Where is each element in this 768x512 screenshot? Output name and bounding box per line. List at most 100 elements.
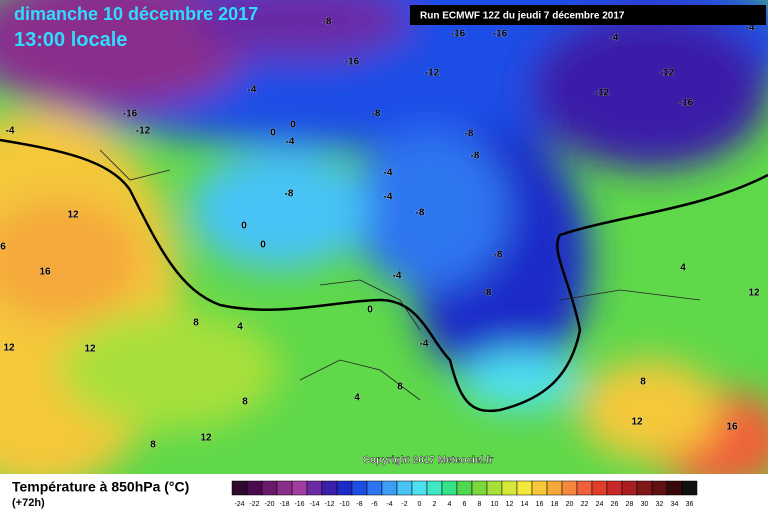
contour-label: 8 — [242, 397, 248, 408]
scale-label: 26 — [611, 501, 619, 508]
scale-swatch — [501, 480, 518, 496]
contour-label: 16 — [39, 267, 51, 278]
contour-label: -4 — [746, 23, 755, 34]
map-field: -8 -16 -16 -4 -4 -16 -12 -12 -12 -16 -4 -16 -12 -4 -8 0… — [0, 0, 768, 490]
contour-label: -8 — [416, 208, 425, 219]
contour-label: 0 — [367, 305, 373, 316]
contour-label: 4 — [354, 393, 360, 404]
scale-label: 22 — [581, 501, 589, 508]
scale-label: -8 — [356, 501, 362, 508]
contour-label: -8 — [471, 151, 480, 162]
contour-labels: -8 -16 -16 -4 -4 -16 -12 -12 -12 -16 -4 -16 -12 -4 -8 0… — [0, 16, 760, 451]
contour-label: 6 — [0, 242, 6, 253]
contour-label: 0 — [290, 120, 296, 131]
contour-label: 12 — [67, 210, 79, 221]
scale-swatch — [291, 480, 308, 496]
contour-label: -16 — [493, 29, 508, 40]
scale-swatch — [246, 480, 263, 496]
scale-label: -24 — [234, 501, 244, 508]
contour-label: 12 — [748, 288, 760, 299]
contour-label: 16 — [726, 422, 738, 433]
contour-label: 0 — [241, 221, 247, 232]
scale-label: -2 — [401, 501, 407, 508]
contour-label: -4 — [286, 137, 295, 148]
scale-swatch — [591, 480, 608, 496]
scale-label: 28 — [626, 501, 634, 508]
contour-label: -12 — [136, 126, 151, 137]
scale-swatch — [606, 480, 623, 496]
scale-swatch — [381, 480, 398, 496]
contour-label: -8 — [465, 129, 474, 140]
coastline — [99, 149, 701, 401]
contour-label: -16 — [123, 109, 138, 120]
zero-isotherm — [0, 138, 768, 413]
scale-label: 36 — [686, 501, 694, 508]
contour-label: -4 — [393, 271, 402, 282]
scale-swatch — [666, 480, 683, 496]
contour-label: 12 — [3, 343, 15, 354]
scale-swatch — [321, 480, 338, 496]
contour-label: -8 — [494, 250, 503, 261]
contour-label: 8 — [640, 377, 646, 388]
contour-label: -16 — [679, 98, 694, 109]
scale-swatch — [366, 480, 383, 496]
scale-label: 10 — [491, 501, 499, 508]
scale-swatch — [531, 480, 548, 496]
scale-swatch — [276, 480, 293, 496]
scale-swatch — [471, 480, 488, 496]
scale-label: 30 — [641, 501, 649, 508]
contour-label: 4 — [237, 322, 243, 333]
copyright: Copyright 2017 Meteociel.fr — [363, 455, 494, 466]
scale-swatch — [336, 480, 353, 496]
contour-label: -12 — [660, 68, 675, 79]
contour-label: -16 — [345, 57, 360, 68]
scale-swatch — [426, 480, 443, 496]
contour-label: 0 — [260, 240, 266, 251]
contour-label: 8 — [193, 318, 199, 329]
contour-label: -4 — [384, 168, 393, 179]
scale-swatch — [636, 480, 653, 496]
scale-label: -18 — [279, 501, 289, 508]
contour-label: -12 — [425, 68, 440, 79]
scale-swatch — [261, 480, 278, 496]
scale-swatch — [306, 480, 323, 496]
scale-label: -4 — [386, 501, 392, 508]
scale-swatch — [351, 480, 368, 496]
scale-label: 24 — [596, 501, 604, 508]
contour-label: -8 — [372, 109, 381, 120]
scale-swatch — [546, 480, 563, 496]
scale-label: -20 — [264, 501, 274, 508]
scale-label: 2 — [433, 501, 437, 508]
scale-label: -14 — [309, 501, 319, 508]
scale-label: 14 — [521, 501, 529, 508]
scale-label: -22 — [249, 501, 259, 508]
scale-swatch — [456, 480, 473, 496]
lead-time: (+72h) — [12, 497, 45, 509]
scale-label: -16 — [294, 501, 304, 508]
scale-swatch — [576, 480, 593, 496]
scale-label: 4 — [448, 501, 452, 508]
contour-label: 8 — [150, 440, 156, 451]
contour-label: -4 — [248, 85, 257, 96]
scale-swatch — [621, 480, 638, 496]
scale-swatch — [411, 480, 428, 496]
contour-label: 0 — [270, 128, 276, 139]
scale-swatch — [681, 480, 698, 496]
scale-label: 20 — [566, 501, 574, 508]
scale-label: 32 — [656, 501, 664, 508]
scale-swatch — [396, 480, 413, 496]
contour-label: -8 — [323, 17, 332, 28]
scale-label: -6 — [371, 501, 377, 508]
contour-label: -4 — [6, 126, 15, 137]
temperature-field — [0, 0, 768, 490]
run-info: Run ECMWF 12Z du jeudi 7 décembre 2017 — [420, 11, 625, 22]
contour-label: 12 — [84, 344, 96, 355]
contour-label: 8 — [397, 382, 403, 393]
contour-label: -4 — [420, 339, 429, 350]
contour-label: -16 — [451, 29, 466, 40]
scale-label: 8 — [478, 501, 482, 508]
scale-label: 18 — [551, 501, 559, 508]
contour-label: -4 — [610, 33, 619, 44]
